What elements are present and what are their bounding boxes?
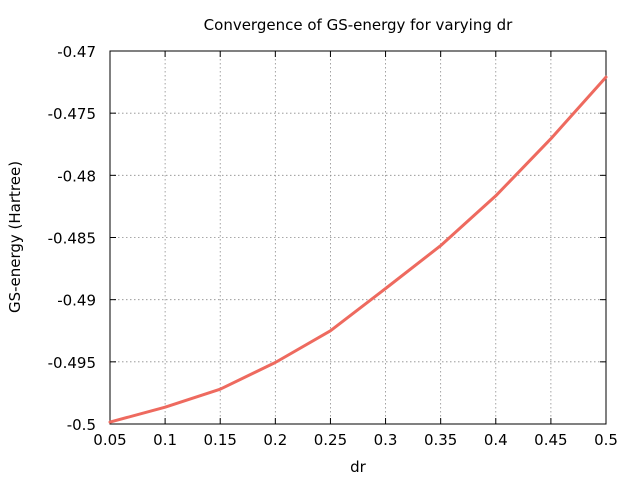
y-tick-label: -0.475 [48,105,96,123]
grid-lines [110,51,606,424]
x-tick-label: 0.45 [534,431,567,449]
series-layer [108,75,608,424]
x-tick-label: 0.2 [263,431,287,449]
x-tick-label: 0.15 [204,431,237,449]
chart-title: Convergence of GS-energy for varying dr [204,16,513,34]
x-axis-tick-labels: 0.05 0.1 0.15 0.2 0.25 0.3 0.35 0.4 0.45 0.5 [93,431,618,449]
x-tick-label: 0.5 [594,431,618,449]
x-tick-label: 0.05 [93,431,126,449]
x-tick-label: 0.35 [424,431,457,449]
x-tick-label: 0.25 [314,431,347,449]
y-tick-label: -0.47 [57,43,96,61]
x-tick-label: 0.4 [484,431,508,449]
y-axis-tick-labels: -0.47 -0.475 -0.48 -0.485 -0.49 -0.495 -0.5 [48,43,96,434]
y-tick-label: -0.48 [57,167,96,185]
x-axis-label: dr [350,458,367,476]
y-tick-label: -0.49 [57,292,96,310]
x-tick-label: 0.1 [153,431,177,449]
y-tick-label: -0.485 [48,230,96,248]
x-tick-label: 0.3 [374,431,398,449]
y-tick-label: -0.5 [67,416,96,434]
y-tick-label: -0.495 [48,354,96,372]
y-axis-label: GS-energy (Hartree) [6,161,24,313]
series-line [108,75,608,424]
